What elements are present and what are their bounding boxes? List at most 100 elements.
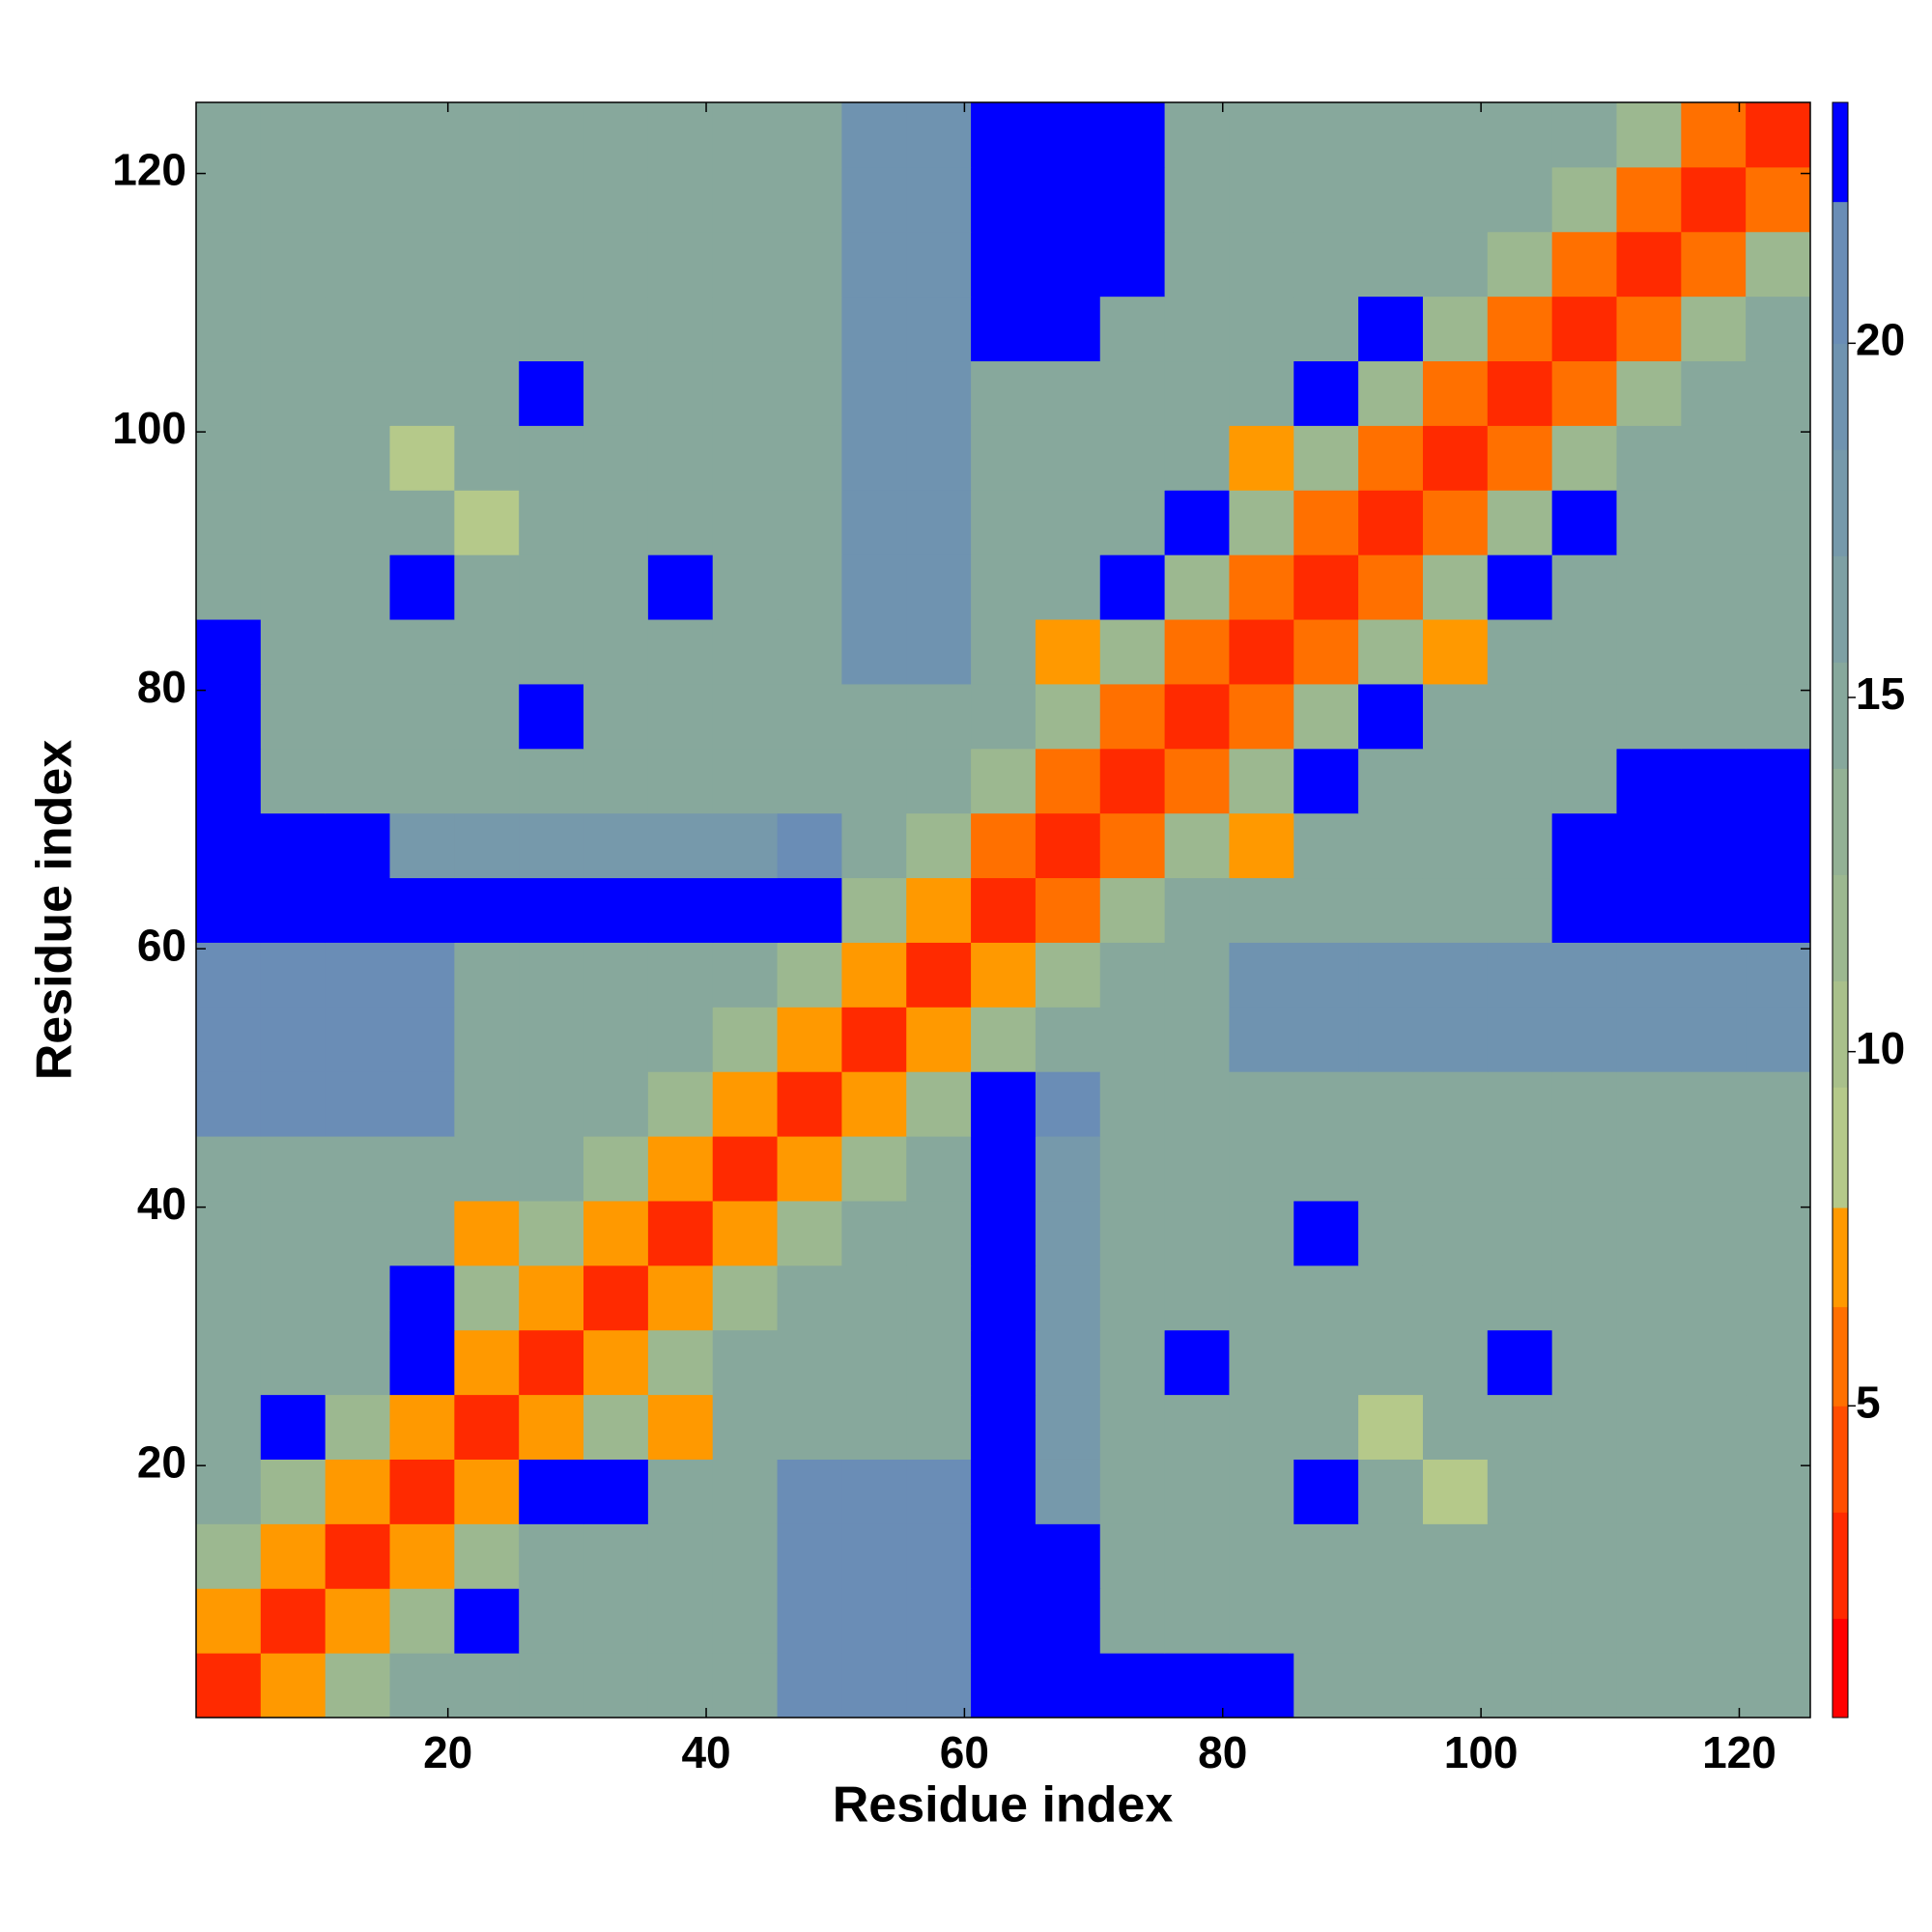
heatmap-cell <box>325 812 391 879</box>
heatmap-cell <box>260 231 327 298</box>
heatmap-cell <box>841 296 907 362</box>
heatmap-cell <box>1616 1071 1682 1137</box>
heatmap-cell <box>1099 619 1166 685</box>
heatmap-cell <box>1681 1264 1747 1331</box>
heatmap-cell <box>389 490 455 555</box>
heatmap-cell <box>841 1653 907 1719</box>
heatmap-cell <box>583 102 649 168</box>
heatmap-cell <box>1229 1459 1294 1524</box>
heatmap-cell <box>1616 942 1682 1008</box>
heatmap-cell <box>1358 1329 1424 1396</box>
heatmap-cell <box>1746 683 1811 750</box>
heatmap-cell <box>1164 1264 1230 1331</box>
heatmap-cell <box>1551 554 1617 620</box>
heatmap-cell <box>1358 877 1424 943</box>
heatmap-cell <box>260 748 327 814</box>
heatmap-cell <box>647 554 714 620</box>
heatmap-cell <box>389 1136 455 1202</box>
heatmap-cell <box>1422 1200 1489 1266</box>
heatmap-cell <box>1616 748 1682 814</box>
heatmap-cell <box>389 1329 455 1396</box>
heatmap-cell <box>712 619 779 685</box>
heatmap-cell <box>1293 554 1359 620</box>
x-axis-title: Residue index <box>833 1777 1174 1833</box>
heatmap-cell <box>260 425 327 491</box>
heatmap-cell <box>519 1136 584 1202</box>
colorbar-band <box>1833 201 1848 344</box>
heatmap-cell <box>1681 748 1747 814</box>
heatmap-cell <box>1229 748 1294 814</box>
y-tick-label: 100 <box>112 403 186 453</box>
heatmap-cell <box>260 102 327 168</box>
heatmap-cell <box>260 1653 327 1719</box>
heatmap-cell <box>260 1459 327 1524</box>
heatmap-cell <box>1487 1394 1553 1460</box>
heatmap-cell <box>647 425 714 491</box>
heatmap-cell <box>196 619 262 685</box>
heatmap-cell <box>1293 360 1359 426</box>
heatmap-cell <box>1164 1136 1230 1202</box>
heatmap-cell <box>971 1653 1037 1719</box>
heatmap-cell <box>906 166 972 233</box>
y-axis-title: Residue index <box>27 740 83 1081</box>
heatmap-cell <box>841 1264 907 1331</box>
heatmap-cell <box>1099 877 1166 943</box>
heatmap-cell <box>1616 1136 1682 1202</box>
heatmap-cell <box>712 1588 779 1654</box>
heatmap-cell <box>971 425 1037 491</box>
heatmap-cell <box>196 166 262 233</box>
heatmap-cell <box>1551 1071 1617 1137</box>
heatmap-cell <box>1099 942 1166 1008</box>
heatmap-cell <box>325 1200 391 1266</box>
heatmap-cell <box>971 877 1037 943</box>
heatmap-cell <box>196 490 262 555</box>
heatmap-cell <box>841 683 907 750</box>
colorbar-tick-label: 5 <box>1856 1377 1881 1427</box>
heatmap-cell <box>647 490 714 555</box>
heatmap-cell <box>583 877 649 943</box>
x-tick-label: 20 <box>423 1727 472 1777</box>
heatmap-cell <box>260 812 327 879</box>
heatmap-cell <box>906 1071 972 1137</box>
heatmap-cell <box>1551 748 1617 814</box>
heatmap-cell <box>325 1264 391 1331</box>
plot-frame <box>195 101 1811 1719</box>
heatmap-cell <box>1487 1071 1553 1137</box>
heatmap-cell <box>841 1200 907 1266</box>
heatmap-cell <box>1746 296 1811 362</box>
heatmap-cell <box>583 554 649 620</box>
heatmap-cell <box>519 1588 584 1654</box>
heatmap-cell <box>325 877 391 943</box>
heatmap-cell <box>906 1264 972 1331</box>
heatmap-cell <box>389 812 455 879</box>
heatmap-cell <box>454 554 520 620</box>
heatmap-cell <box>1746 877 1811 943</box>
y-tick-label: 40 <box>137 1179 186 1229</box>
heatmap-cell <box>841 812 907 879</box>
heatmap-cell <box>454 1329 520 1396</box>
heatmap-cell <box>647 812 714 879</box>
heatmap-cell <box>1422 1329 1489 1396</box>
heatmap-cell <box>1551 1007 1617 1072</box>
heatmap-cell <box>325 1523 391 1589</box>
colorbar-band <box>1833 1512 1848 1619</box>
heatmap-cell <box>1422 1264 1489 1331</box>
heatmap-cell <box>1099 1136 1166 1202</box>
heatmap-cell <box>1229 1264 1294 1331</box>
heatmap-cell <box>1229 1329 1294 1396</box>
heatmap-cell <box>1551 1329 1617 1396</box>
heatmap-cell <box>1551 1264 1617 1331</box>
heatmap-cell <box>1358 1459 1424 1524</box>
heatmap-cell <box>1229 1071 1294 1137</box>
heatmap-cell <box>1681 1136 1747 1202</box>
heatmap-cell <box>1487 1459 1553 1524</box>
heatmap-cell <box>325 1071 391 1137</box>
colorbar-band <box>1833 1406 1848 1513</box>
heatmap-cell <box>647 1329 714 1396</box>
heatmap-cell <box>1229 166 1294 233</box>
heatmap-cell <box>1551 166 1617 233</box>
heatmap-cell <box>647 683 714 750</box>
heatmap-cell <box>1551 360 1617 426</box>
heatmap-cell <box>325 1459 391 1524</box>
heatmap-cell <box>389 554 455 620</box>
